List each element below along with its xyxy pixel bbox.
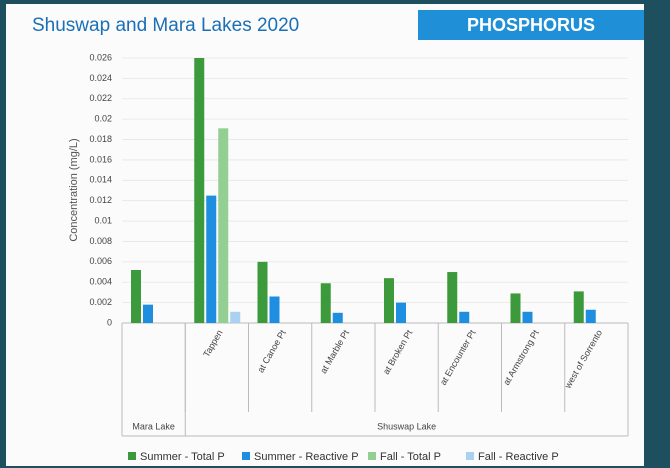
y-tick-label: 0.006	[89, 256, 112, 266]
group-label: Shuswap Lake	[377, 421, 436, 431]
bar	[573, 291, 584, 323]
y-tick-label: 0.012	[89, 195, 112, 205]
y-tick-label: 0.02	[94, 114, 112, 124]
y-tick-label: 0.016	[89, 154, 112, 164]
bar	[218, 128, 229, 323]
y-tick-label: 0.024	[89, 73, 112, 83]
bar	[320, 283, 331, 323]
bar	[585, 309, 596, 323]
bar	[384, 278, 394, 323]
y-tick-label: 0.004	[89, 277, 112, 287]
y-tick-label: 0.008	[89, 236, 112, 246]
bar	[332, 312, 343, 323]
bar	[459, 311, 470, 323]
y-tick-label: 0	[107, 317, 112, 327]
y-tick-label: 0.014	[89, 175, 112, 185]
legend-label: Summer - Total P	[140, 451, 225, 463]
badge-box	[418, 10, 644, 40]
group-label: Mara Lake	[132, 421, 175, 431]
bar	[257, 261, 268, 323]
badge-text: PHOSPHORUS	[467, 15, 595, 35]
bar	[206, 195, 217, 323]
legend-label: Fall - Total P	[380, 451, 441, 463]
bar	[447, 272, 458, 323]
legend-label: Fall - Reactive P	[478, 451, 559, 463]
slide	[6, 4, 644, 466]
bar	[131, 270, 141, 323]
bar	[143, 304, 153, 323]
bar	[522, 311, 533, 323]
legend-swatch	[242, 452, 250, 460]
y-axis-title: Concentration (mg/L)	[68, 138, 80, 241]
bar	[510, 293, 521, 323]
legend-label: Summer - Reactive P	[254, 451, 359, 463]
bar	[396, 302, 406, 323]
legend-swatch	[128, 452, 136, 460]
bar	[269, 296, 280, 323]
y-tick-label: 0.002	[89, 297, 112, 307]
y-tick-label: 0.018	[89, 134, 112, 144]
chart-title: Shuswap and Mara Lakes 2020	[32, 15, 299, 36]
bar	[194, 58, 205, 323]
y-tick-label: 0.022	[89, 93, 112, 103]
legend-swatch	[466, 452, 474, 460]
legend-swatch	[368, 452, 376, 460]
y-tick-label: 0.01	[94, 215, 112, 225]
bar	[230, 311, 241, 323]
y-tick-label: 0.026	[89, 52, 112, 62]
